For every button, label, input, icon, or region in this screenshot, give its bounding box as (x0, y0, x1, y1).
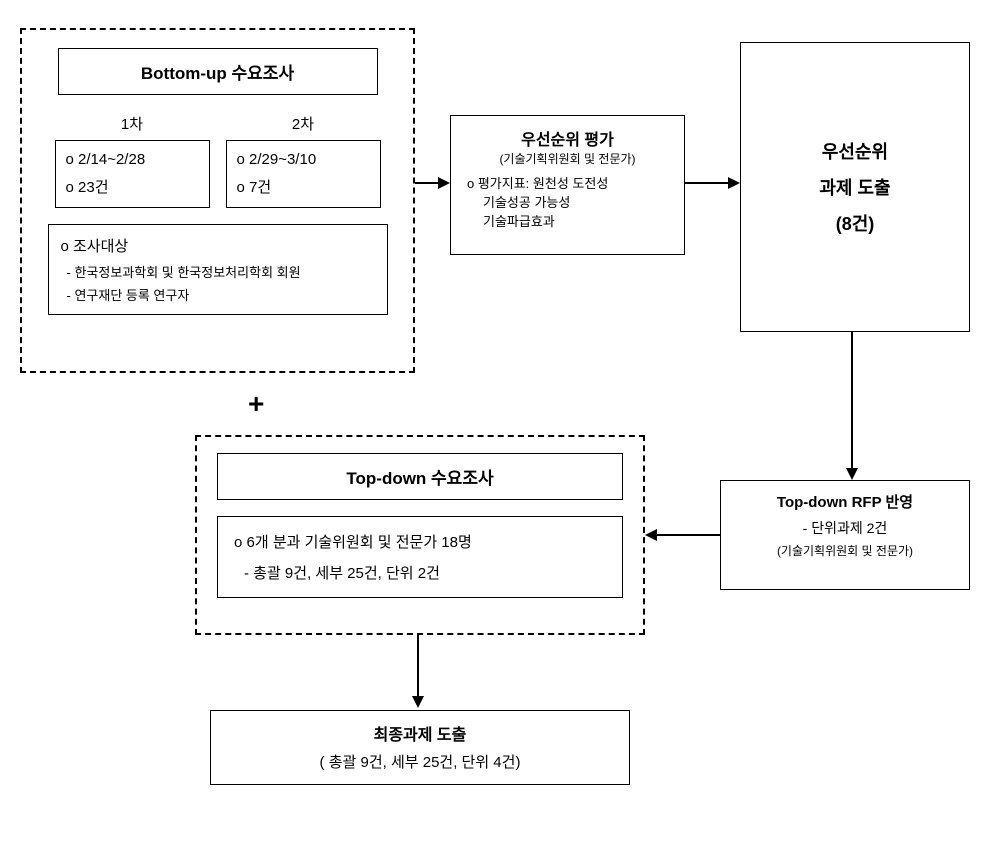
arrow-3-head (846, 468, 858, 480)
topdown-rfp-box: Top-down RFP 반영 - 단위과제 2건 (기술기획위원회 및 전문가… (720, 480, 970, 590)
priority-eval-sub: (기술기획위원회 및 전문가) (461, 150, 674, 167)
arrow-1-head (438, 177, 450, 189)
final-box: 최종과제 도출 ( 총괄 9건, 세부 25건, 단위 4건) (210, 710, 630, 785)
arrow-4-line (657, 534, 720, 536)
topdown-line2: - 총괄 9건, 세부 25건, 단위 2건 (244, 562, 606, 583)
topdown-rfp-title: Top-down RFP 반영 (729, 491, 961, 512)
arrow-4-head (645, 529, 657, 541)
round2-line1: o 2/29~3/10 (237, 151, 370, 168)
priority-result-line3: (8건) (836, 210, 875, 236)
arrow-5-line (417, 635, 419, 698)
plus-icon: + (248, 388, 264, 420)
topdown-rfp-line2: (기술기획위원회 및 전문가) (729, 542, 961, 559)
priority-result-line2: 과제 도출 (819, 174, 890, 200)
priority-eval-title: 우선순위 평가 (461, 126, 674, 150)
target-line3: - 연구재단 등록 연구자 (67, 285, 375, 304)
topdown-line1: o 6개 분과 기술위원회 및 전문가 18명 (234, 531, 606, 552)
priority-result-line1: 우선순위 (822, 138, 888, 164)
round2-line2: o 7건 (237, 176, 370, 197)
priority-eval-line1: o 평가지표: 원천성 도전성 (467, 173, 674, 192)
round1-line1: o 2/14~2/28 (66, 151, 199, 168)
target-line2: - 한국정보과학회 및 한국정보처리학회 회원 (67, 262, 375, 281)
arrow-5-head (412, 696, 424, 708)
final-sub: ( 총괄 9건, 세부 25건, 단위 4건) (211, 751, 629, 772)
priority-eval-line3: 기술파급효과 (483, 211, 674, 230)
round2-label: 2차 (226, 113, 381, 134)
priority-result-box: 우선순위 과제 도출 (8건) (740, 42, 970, 332)
priority-eval-line2: 기술성공 가능성 (483, 192, 674, 211)
topdown-box: Top-down 수요조사 o 6개 분과 기술위원회 및 전문가 18명 - … (195, 435, 645, 635)
round1-line2: o 23건 (66, 176, 199, 197)
topdown-rfp-line1: - 단위과제 2건 (729, 518, 961, 538)
topdown-title: Top-down 수요조사 (218, 464, 622, 489)
target-line1: o 조사대상 (61, 235, 375, 256)
arrow-2-head (728, 177, 740, 189)
arrow-3-line (851, 332, 853, 470)
priority-eval-box: 우선순위 평가 (기술기획위원회 및 전문가) o 평가지표: 원천성 도전성 … (450, 115, 685, 255)
arrow-1-line (415, 182, 440, 184)
bottomup-box: Bottom-up 수요조사 1차 o 2/14~2/28 o 23건 2차 o… (20, 28, 415, 373)
arrow-2-line (685, 182, 730, 184)
bottomup-title: Bottom-up 수요조사 (59, 59, 377, 84)
round1-label: 1차 (55, 113, 210, 134)
final-title: 최종과제 도출 (211, 721, 629, 745)
